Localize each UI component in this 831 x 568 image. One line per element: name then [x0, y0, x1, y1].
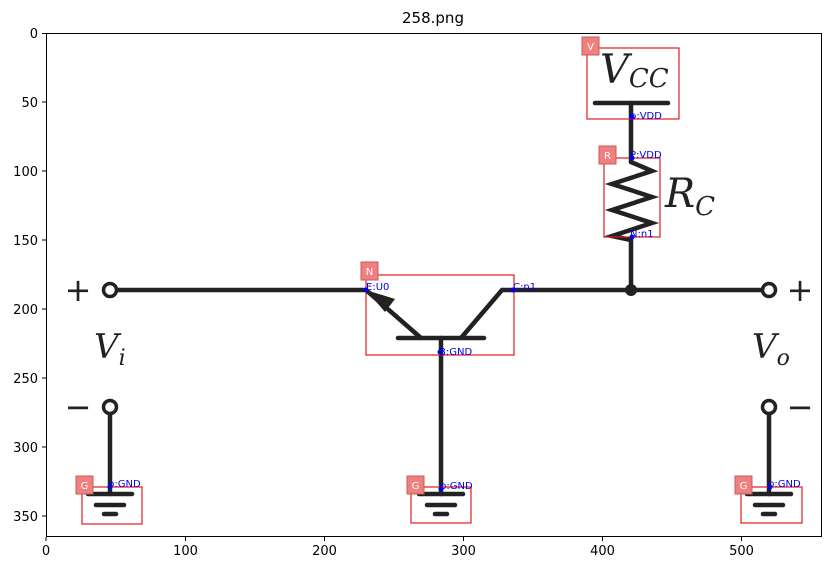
x-tick-label: 200 [312, 544, 337, 559]
ground-input-tag-text: G [81, 481, 89, 492]
pin-dot [437, 349, 443, 355]
input-voltage-subscript: i [119, 346, 126, 371]
y-tick-label: 250 [13, 372, 38, 387]
x-tick-label: 0 [42, 544, 50, 559]
x-tick-label: 300 [451, 544, 476, 559]
ground-symbol-center [416, 491, 466, 517]
input-voltage-symbol: V [94, 327, 122, 367]
y-tick-label: 0 [30, 27, 38, 42]
input-terminal-top [101, 281, 119, 299]
vcc-tag-text: V [587, 42, 594, 53]
rc-subscript: C [695, 192, 715, 222]
pin-dot [363, 287, 369, 293]
y-tick-label: 350 [13, 510, 38, 525]
resistor-zigzag [603, 159, 660, 243]
ground-output-tag [734, 475, 753, 495]
figure-title: 258.png [402, 9, 464, 27]
pin-label: p:GND [768, 479, 801, 490]
ground-symbol-input [85, 491, 135, 517]
y-tick-label: 300 [13, 441, 38, 456]
pin-dot [510, 287, 516, 293]
x-axis: 0 100 200 300 400 500 [42, 537, 754, 559]
output-voltage-subscript: o [777, 346, 790, 371]
transistor-tag [360, 261, 379, 281]
pin-label: C:n1 [513, 282, 536, 293]
resistor-tag [598, 145, 617, 165]
input-minus-sign: − [65, 388, 92, 426]
pin-label: p:GND [440, 481, 473, 492]
y-tick-label: 100 [13, 165, 38, 180]
pin-label: p:GND [108, 479, 141, 490]
pin-dot [629, 114, 635, 120]
pin-dot [767, 484, 773, 490]
pin-label: B:GND [439, 347, 472, 358]
rc-symbol: R [664, 171, 695, 217]
pin-label: N:n1 [630, 229, 654, 240]
pin-dot [629, 234, 635, 240]
vcc-subscript: CC [629, 64, 669, 94]
transistor-tag-text: N [366, 267, 373, 278]
ground-symbol-output [744, 491, 794, 517]
vcc-symbol: V [600, 47, 633, 93]
transistor-collector-leg [458, 287, 505, 341]
x-tick-label: 100 [173, 544, 198, 559]
pin-label: P:VDD [630, 150, 662, 161]
output-minus-sign: − [787, 388, 814, 426]
emitter-arrow [366, 290, 395, 312]
vcc-tag [581, 36, 600, 56]
input-terminal-bottom [101, 398, 119, 416]
circuit-diagram: + − + − Vi Vo VCC RC [65, 47, 814, 517]
ground-center-tag-text: G [412, 481, 420, 492]
vcc-label: VCC [600, 47, 669, 94]
output-terminal-bottom [760, 398, 778, 416]
pin-dot [629, 155, 635, 161]
x-tick-label: 500 [729, 544, 754, 559]
input-plus-sign: + [65, 271, 92, 309]
y-axis: 0 50 100 150 200 250 300 350 [13, 27, 46, 525]
output-plus-sign: + [787, 271, 814, 309]
y-tick-label: 200 [13, 303, 38, 318]
pin-dot [107, 484, 113, 490]
input-voltage-label: Vi [94, 327, 126, 371]
output-voltage-label: Vo [752, 327, 790, 371]
transistor-box [365, 274, 515, 356]
y-tick-label: 50 [21, 96, 38, 111]
pin-label: p:VDD [630, 111, 662, 122]
rc-label: RC [664, 171, 715, 222]
x-tick-label: 400 [590, 544, 615, 559]
pin-annotations: p:VDD P:VDD N:n1 E:U0 C:n1 B:GND p:GND p… [107, 111, 801, 492]
ground-center-tag [406, 475, 425, 495]
ground-input-tag [75, 475, 94, 495]
ground-output-tag-text: G [740, 481, 748, 492]
pin-label: E:U0 [366, 282, 389, 293]
resistor-tag-text: R [604, 151, 611, 162]
plot-frame [46, 33, 822, 537]
pin-dot [438, 486, 444, 492]
component-annotations: V R N G G G [75, 36, 803, 525]
output-terminal-top [760, 281, 778, 299]
output-voltage-symbol: V [752, 327, 780, 367]
y-tick-label: 150 [13, 234, 38, 249]
